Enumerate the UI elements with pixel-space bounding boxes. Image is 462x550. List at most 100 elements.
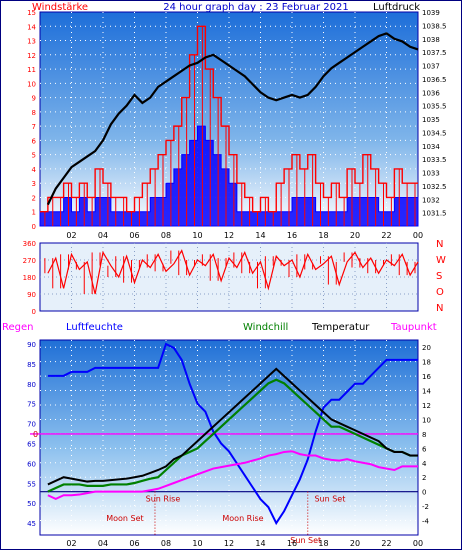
legend-rain: Regen	[2, 322, 34, 333]
wind-speed-line	[40, 25, 418, 213]
time-tick-label: 04	[98, 539, 108, 548]
wind-tick-label: 0	[32, 223, 36, 231]
temperature-tick-label: 16	[422, 373, 431, 381]
time-tick-label: 16	[287, 539, 297, 548]
compass-label: N	[436, 239, 443, 250]
humidity-tick-label: 45	[27, 520, 36, 528]
pressure-tick-label: 1033	[422, 170, 440, 178]
temperature-tick-label: -2	[422, 503, 429, 511]
pressure-tick-label: 1031.5	[422, 210, 447, 218]
wind-tick-label: 14	[27, 23, 36, 31]
pressure-tick-label: 1037.5	[422, 49, 447, 57]
wind-tick-label: 11	[27, 66, 36, 74]
compass-label: N	[436, 303, 443, 314]
time-tick-label: 08	[161, 231, 171, 240]
wind-tick-label: 1	[32, 209, 36, 217]
temperature-tick-label: -4	[422, 518, 430, 526]
sun-set-bottom-label: Sun Set	[290, 536, 321, 545]
time-tick-label: 00	[413, 231, 423, 240]
time-tick-label: 10	[192, 231, 202, 240]
time-tick-label: 20	[350, 231, 360, 240]
humidity-tick-label: 50	[27, 500, 36, 508]
temperature-tick-label: 2	[422, 474, 426, 482]
temperature-tick-label: 10	[422, 416, 431, 424]
temp-humidity-panel	[39, 339, 419, 536]
pressure-tick-label: 1035	[422, 116, 440, 124]
humidity-tick-label: 80	[27, 381, 36, 389]
moon-set-label: Moon Set	[106, 514, 143, 523]
time-tick-label: 14	[255, 231, 265, 240]
wind-label: Windstärke	[32, 2, 88, 13]
time-tick-label: 06	[129, 539, 139, 548]
time-tick-label: 08	[161, 539, 171, 548]
wind-tick-label: 6	[32, 137, 37, 145]
pressure-tick-label: 1034.5	[422, 129, 447, 137]
wind-tick-label: 5	[32, 152, 36, 160]
temperature-tick-label: 0	[422, 489, 426, 497]
time-tick-label: 22	[381, 539, 391, 548]
temperature-tick-label: 4	[422, 460, 427, 468]
rain-value-label: 0	[33, 430, 38, 439]
pressure-tick-label: 1039	[422, 9, 440, 17]
time-tick-label: 22	[381, 231, 391, 240]
windchill-line	[47, 378, 418, 493]
time-tick-label: 00	[413, 539, 423, 548]
legend-humidity: Luftfeuchte	[66, 322, 123, 333]
compass-label: W	[436, 255, 446, 266]
time-tick-label: 20	[350, 539, 360, 548]
temperature-tick-label: 8	[422, 431, 426, 439]
time-tick-label: 04	[98, 231, 108, 240]
direction-tick-label: 360	[23, 240, 36, 248]
dewpoint-line	[47, 450, 418, 500]
time-tick-label: 16	[287, 231, 297, 240]
humidity-tick-label: 55	[27, 480, 36, 488]
temperature-tick-label: 20	[422, 344, 431, 352]
wind-tick-label: 15	[27, 9, 36, 17]
chart-title: 24 hour graph day : 23 Februar 2021	[163, 2, 348, 13]
wind-tick-label: 8	[32, 109, 36, 117]
time-tick-label: 18	[318, 539, 328, 548]
wind-tick-label: 3	[32, 180, 36, 188]
sun-set-label: Sun Set	[314, 495, 345, 504]
time-tick-label: 06	[129, 231, 139, 240]
pressure-tick-label: 1038.5	[422, 22, 447, 30]
direction-tick-label: 0	[32, 308, 36, 316]
compass-label: O	[436, 287, 444, 298]
time-tick-label: 02	[66, 231, 76, 240]
pressure-tick-label: 1033.5	[422, 156, 447, 164]
humidity-tick-label: 60	[27, 460, 36, 468]
time-tick-label: 14	[255, 539, 265, 548]
pressure-tick-label: 1037	[422, 63, 440, 71]
humidity-tick-label: 65	[27, 440, 36, 448]
wind-tick-label: 12	[27, 52, 36, 60]
moon-rise-label: Moon Rise	[222, 514, 263, 523]
wind-tick-label: 9	[32, 95, 36, 103]
pressure-tick-label: 1034	[422, 143, 440, 151]
pressure-line	[46, 32, 419, 206]
pressure-tick-label: 1032	[422, 196, 440, 204]
humidity-tick-label: 85	[27, 361, 36, 369]
time-tick-label: 12	[224, 231, 234, 240]
temperature-line	[47, 367, 418, 486]
temperature-tick-label: 12	[422, 402, 431, 410]
legend-dewpoint: Taupunkt	[390, 322, 437, 333]
direction-tick-label: 270	[23, 257, 36, 265]
wind-tick-label: 7	[32, 123, 36, 131]
legend-windchill: Windchill	[243, 322, 288, 333]
pressure-tick-label: 1036	[422, 89, 440, 97]
wind-tick-label: 10	[27, 80, 36, 88]
compass-label: S	[436, 271, 442, 282]
time-tick-label: 02	[66, 539, 76, 548]
direction-tick-label: 90	[27, 291, 36, 299]
pressure-tick-label: 1036.5	[422, 76, 447, 84]
time-tick-label: 18	[318, 231, 328, 240]
time-tick-label: 12	[224, 539, 234, 548]
time-tick-label: 10	[192, 539, 202, 548]
direction-tick-label: 180	[23, 274, 36, 282]
pressure-label: Luftdruck	[373, 2, 420, 13]
temperature-tick-label: 14	[422, 388, 431, 396]
pressure-tick-label: 1035.5	[422, 103, 447, 111]
pressure-tick-label: 1038	[422, 36, 440, 44]
wind-tick-label: 13	[27, 38, 36, 46]
